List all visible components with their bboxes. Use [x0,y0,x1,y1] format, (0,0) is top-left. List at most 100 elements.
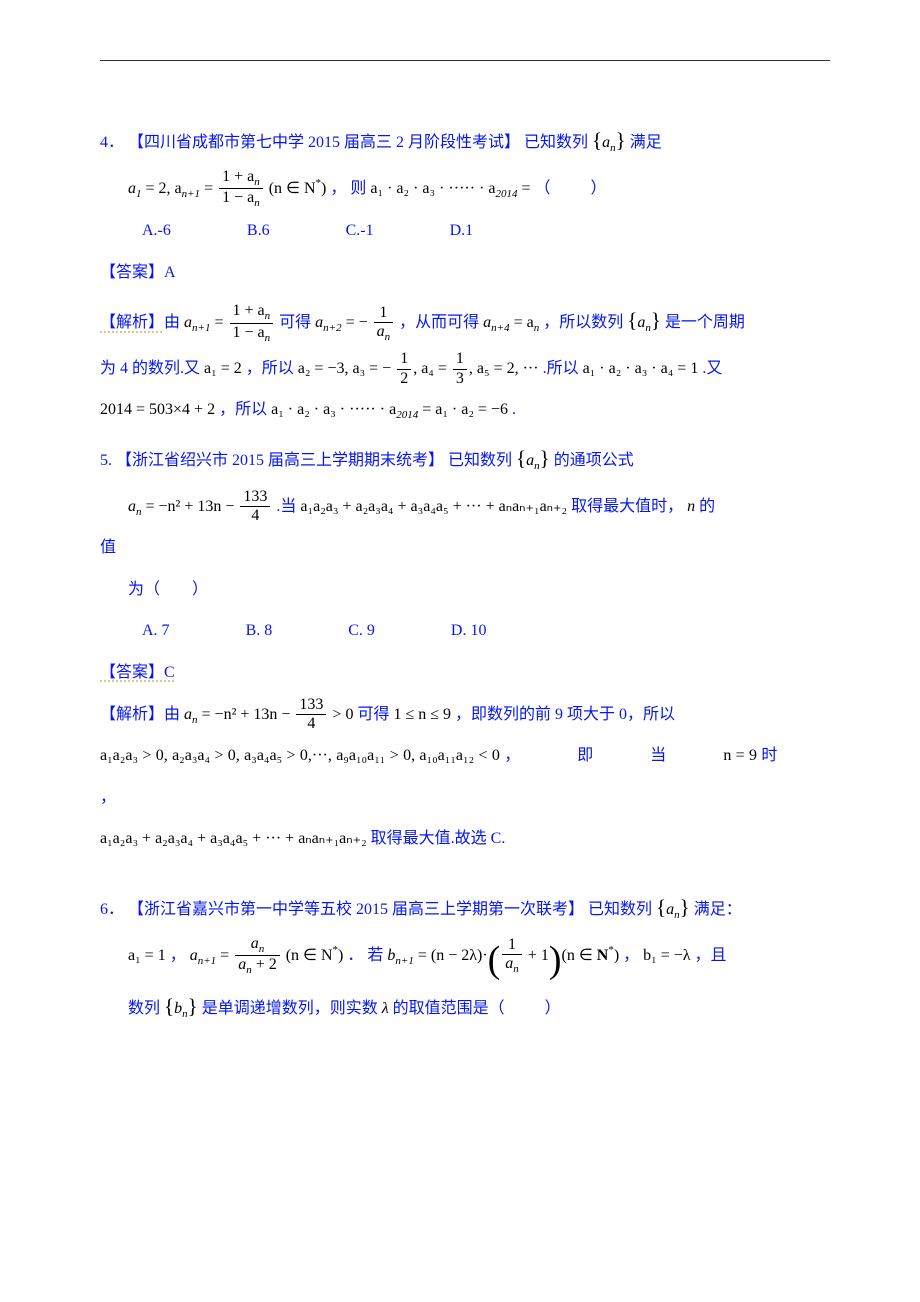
q5-ans-label: 【答案】 [100,664,164,681]
q5-s2c: 即 [577,747,593,764]
q6-l3a: 数列 [128,1000,160,1017]
q4-s1d: ，所以数列 [543,314,623,331]
q6-condc: ) [338,947,343,964]
q6-bn2: b [174,1000,182,1017]
q6-line3: 数列 {bn} 是单调递增数列，则实数 λ 的取值范围是（ ） [100,979,830,1034]
q4-source: 【四川省成都市第七中学 2015 届高三 2 月阶段性考试】 [128,134,520,151]
q4-s2c: .所以 [543,360,579,377]
q6-ptail: + 1 [524,947,549,964]
q4-ze: 则 [350,180,366,197]
q4-choice-c: C.-1 [346,210,374,252]
q5-an: a [526,452,534,469]
q6-bneq: = (n − 2λ) [414,947,482,964]
q5-sc: 取得最大值时， [571,498,683,515]
q6-stem: 6． 【浙江省嘉兴市第一中学等五校 2015 届高三上学期第一次联考】 已知数列… [100,880,830,935]
q4-sfrac1-bn: n [265,332,271,344]
q5-number: 5. [100,452,112,469]
q5-formula: an = −n² + 13n − 1334 .当 a₁a₂a₃ + a₂a₃a₄… [100,486,830,528]
q4-svt2: 1 [453,350,467,369]
q5-sd: 的 [699,498,715,515]
q4-frac1: 1 + an 1 − an [219,168,263,210]
q4-sol-3: 2014 = 503×4 + 2 ，所以 a₁ · a₂ · a₃ · ····… [100,389,830,431]
q4-prod: a₁ · a₂ · a₃ · ····· · a [370,180,495,197]
q4-frac1-bn: n [254,197,260,209]
q4-s1e: 是一个周期 [665,314,745,331]
q5-period: .当 [276,498,296,515]
q5-sol-2: a₁a₂a₃ > 0, a₂a₃a₄ > 0, a₃a₄a₅ > 0,···, … [100,735,830,818]
q4-f-n1: n+1 [182,188,200,200]
q6-ruo: 若 [367,947,383,964]
q5-s-range: 1 ≤ n ≤ 9 [393,706,451,723]
q4-s2a: 为 4 的数列.又 [100,360,200,377]
q4-prod-sub: 2014 [496,188,518,200]
q4-s1a: 由 [164,314,180,331]
q4-s-vals: a₂ = −3, a₃ = − [298,360,395,377]
q4-s-finaleq: = a₁ · a₂ = −6 [418,401,508,418]
q5-wei: 为（） [100,569,830,611]
q5-s2: a₁a₂a₃ > 0, a₂a₃a₄ > 0, a₃a₄a₅ > 0,···, … [100,747,500,764]
q4-choice-b: B.6 [247,210,270,252]
q4-sol-label: 【解析】 [100,314,164,331]
q4-s-an2s: n+2 [323,322,341,334]
q5-sum: a₁a₂a₃ + a₂a₃a₄ + a₃a₄a₅ + ··· + aₙaₙ₊₁a… [300,498,567,515]
q4-s3c: . [512,401,516,418]
q5-f-a: a [128,498,136,515]
q5-f-eq: = −n² + 13n − [142,498,239,515]
q6-source: 【浙江省嘉兴市第一中学等五校 2015 届高三上学期第一次联考】 [128,901,584,918]
q4-formula-line: a1 = 2, an+1 = 1 + an 1 − an (n ∈ N*) ， … [100,168,830,210]
q6-a1: a₁ = 1 [128,947,166,964]
q5-sol-1: 【解析】由 an = −n² + 13n − 1334 > 0 可得 1 ≤ n… [100,694,830,736]
q4-s-an1: a [184,314,192,331]
q5-source: 【浙江省绍兴市 2015 届高三上学期期末统考】 [116,452,444,469]
q4-choice-d: D.1 [450,210,474,252]
q4-s1c: ，从而可得 [399,314,479,331]
q4-s3a: 2014 = 503×4 + 2 [100,401,215,418]
q4-choices: A.-6 B.6 C.-1 D.1 [100,210,830,252]
q6-fts: n [259,943,265,955]
q5-s2e: 时 [761,747,777,764]
q6-number: 6． [100,901,124,918]
q5-ans: C [164,664,175,681]
q5-sft: 133 [296,696,326,715]
q6-line2: a₁ = 1 ， an+1 = an an + 2 (n ∈ N*) ． 若 b… [100,935,830,979]
q5-s-eq: = −n² + 13n − [198,706,295,723]
q4-s-finalsub: 2014 [396,409,418,421]
q5-stem: 5. 【浙江省绍兴市 2015 届高三上学期期末统考】 已知数列 {an} 的通… [100,431,830,486]
q4-f-a1: a [128,180,136,197]
q5-s-a: a [184,706,192,723]
q4-number: 4． [100,134,124,151]
q4-sfrac1-t: 1 + a [233,302,265,319]
q6-bns: n+1 [395,955,413,967]
q4-sfrac1-tn: n [265,310,271,322]
q4-sol-1: 【解析】由 an+1 = 1 + an 1 − an 可得 an+2 = − 1… [100,293,830,348]
q5-s3-sum: a₁a₂a₃ + a₂a₃a₄ + a₃a₄a₅ + ··· + aₙaₙ₊₁a… [100,830,367,847]
q6-fbt: + 2 [252,956,277,973]
q6-frac1: an an + 2 [235,935,280,977]
q6-cond2: (n ∈ [561,947,596,964]
q5-s2b: ， [504,747,520,764]
q4-ans: A [164,264,176,281]
q6-pft: 1 [502,936,522,955]
q4-pr: ） [591,180,607,197]
q4-choice-a: A.-6 [142,210,171,252]
q4-s-final: a₁ · a₂ · a₃ · ····· · a [271,401,396,418]
q4-eqb: = [522,180,535,197]
q5-wei-r: ） [192,581,208,598]
q6-pfbs: n [513,963,519,975]
q6-b1: b₁ = −λ [643,947,690,964]
q4-sfrac2-b: a [377,323,385,340]
q5-n9: n = 9 [723,747,757,764]
q4-sfrac1-b: 1 − a [233,324,265,341]
q4-cond-close: ) [321,180,326,197]
q4-s2b: ，所以 [246,360,294,377]
top-rule [100,60,830,61]
q5-s3: 取得最大值.故选 C. [371,830,506,847]
q4-frac1-t: 1 + a [222,168,254,185]
q4-s-peran: n [534,322,540,334]
q4-sfrac1: 1 + an 1 − an [230,302,274,344]
q5-sfb: 4 [296,715,326,733]
q5-s2f: ， [100,789,116,806]
q5-zhi: 值 [100,527,830,569]
q5-sa: 已知数列 [448,452,512,469]
q6-ft: a [251,935,259,952]
